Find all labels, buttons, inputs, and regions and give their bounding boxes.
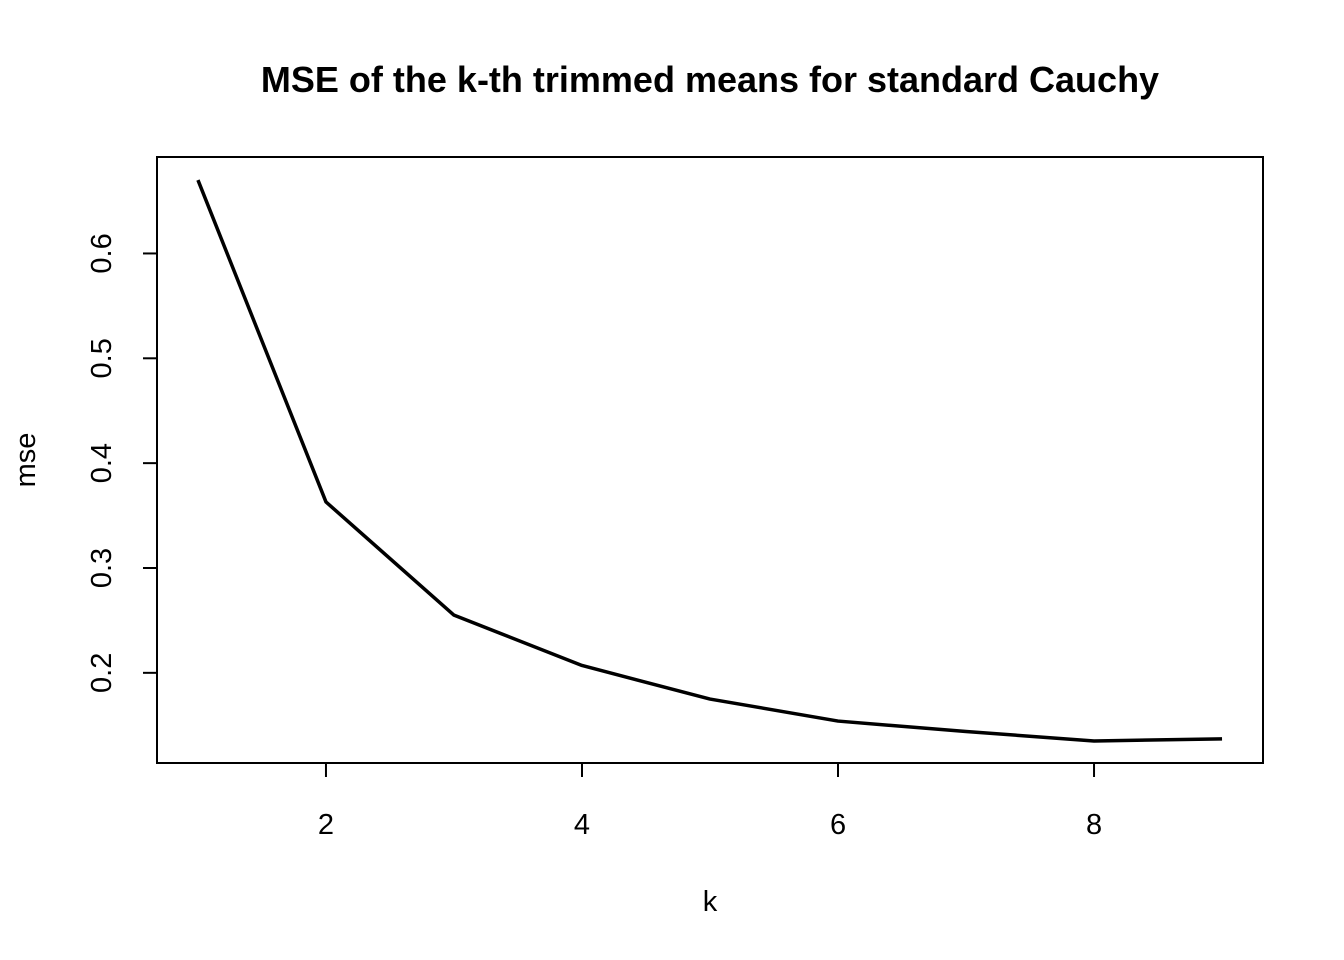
y-tick-label: 0.2 — [86, 653, 118, 693]
y-tick-label: 0.6 — [86, 233, 118, 273]
series-layer — [196, 179, 1223, 743]
y-axis: 0.2 0.3 0.4 0.5 0.6 — [86, 233, 158, 693]
plot-frame — [156, 156, 1264, 764]
x-tick-label: 6 — [830, 809, 846, 841]
x-tick-label: 2 — [318, 809, 334, 841]
x-tick-label: 4 — [574, 809, 590, 841]
x-tick-label: 8 — [1086, 809, 1102, 841]
x-axis: 2 4 6 8 — [318, 762, 1102, 841]
series-line — [196, 179, 1223, 743]
y-tick-label: 0.3 — [86, 548, 118, 588]
chart-title: MSE of the k-th trimmed means for standa… — [261, 59, 1159, 100]
x-axis-label: k — [703, 886, 718, 918]
y-tick-label: 0.4 — [86, 443, 118, 483]
y-axis-label: mse — [10, 433, 42, 488]
y-tick-label: 0.5 — [86, 338, 118, 378]
